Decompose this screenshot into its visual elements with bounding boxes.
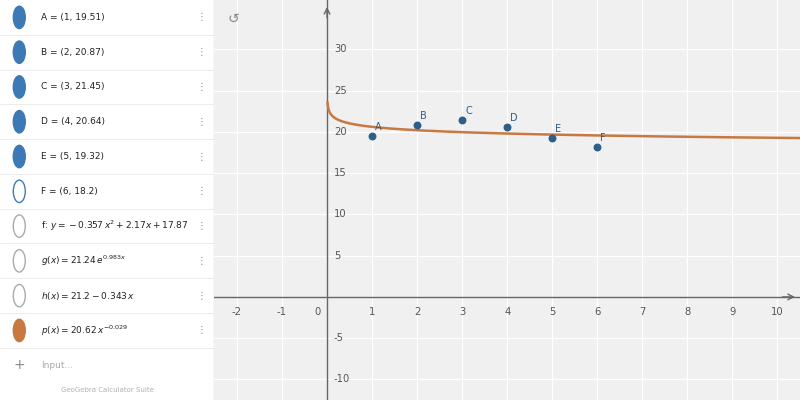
Text: F = (6, 18.2): F = (6, 18.2) [41, 187, 98, 196]
Text: ⋮: ⋮ [197, 326, 206, 336]
Circle shape [14, 145, 26, 168]
Text: ↺: ↺ [228, 12, 239, 26]
Circle shape [14, 110, 26, 133]
Point [546, 134, 558, 141]
Text: 10: 10 [334, 210, 346, 220]
Text: ⋮: ⋮ [197, 117, 206, 127]
Point [366, 133, 378, 139]
Text: ⋮: ⋮ [197, 186, 206, 196]
Text: B = (2, 20.87): B = (2, 20.87) [41, 48, 104, 57]
Text: -10: -10 [334, 374, 350, 384]
Text: ⋮: ⋮ [197, 256, 206, 266]
Text: Input...: Input... [41, 361, 73, 370]
Text: ⋮: ⋮ [197, 152, 206, 162]
Text: +: + [14, 358, 25, 372]
Text: 7: 7 [639, 307, 646, 317]
Circle shape [14, 76, 26, 98]
Text: ⋮: ⋮ [197, 12, 206, 22]
Point [410, 122, 423, 128]
Text: 10: 10 [771, 307, 784, 317]
Text: ⋮: ⋮ [197, 82, 206, 92]
Circle shape [14, 319, 26, 342]
Text: 2: 2 [414, 307, 420, 317]
Text: 25: 25 [334, 86, 346, 96]
Text: C: C [466, 106, 472, 116]
Text: ⋮: ⋮ [197, 221, 206, 231]
Text: 4: 4 [504, 307, 510, 317]
Text: ⋮: ⋮ [197, 291, 206, 301]
Text: F: F [601, 133, 606, 143]
Text: 1: 1 [369, 307, 375, 317]
Text: 5: 5 [334, 251, 340, 261]
Text: 0: 0 [314, 307, 320, 317]
Circle shape [14, 6, 26, 28]
Text: B: B [420, 111, 427, 121]
Point [591, 144, 604, 150]
Text: -2: -2 [232, 307, 242, 317]
Text: GeoGebra Calculator Suite: GeoGebra Calculator Suite [61, 387, 154, 393]
Text: 20: 20 [334, 127, 346, 137]
Text: 5: 5 [549, 307, 555, 317]
Text: $g(x) = 21.24\,e^{0.983x}$: $g(x) = 21.24\,e^{0.983x}$ [41, 254, 126, 268]
Text: -5: -5 [334, 333, 344, 343]
Text: A = (1, 19.51): A = (1, 19.51) [41, 13, 104, 22]
Text: -1: -1 [277, 307, 287, 317]
Text: D: D [510, 113, 518, 123]
Text: 8: 8 [684, 307, 690, 317]
Text: A: A [375, 122, 382, 132]
Text: ⋮: ⋮ [197, 47, 206, 57]
Text: C = (3, 21.45): C = (3, 21.45) [41, 82, 104, 92]
Text: 15: 15 [334, 168, 346, 178]
Point [501, 124, 514, 130]
Text: E = (5, 19.32): E = (5, 19.32) [41, 152, 104, 161]
Text: 3: 3 [459, 307, 466, 317]
Text: 9: 9 [730, 307, 736, 317]
Text: $h(x) = 21.2 - 0.343\,x$: $h(x) = 21.2 - 0.343\,x$ [41, 290, 135, 302]
Point [456, 117, 469, 123]
Circle shape [14, 41, 26, 63]
Text: $p(x) = 20.62\,x^{-0.029}$: $p(x) = 20.62\,x^{-0.029}$ [41, 323, 128, 338]
Text: 30: 30 [334, 44, 346, 54]
Text: D = (4, 20.64): D = (4, 20.64) [41, 117, 105, 126]
Text: 6: 6 [594, 307, 601, 317]
Text: E: E [555, 124, 562, 134]
Text: f: $y = -0.357\,x^2 + 2.17x + 17.87$: f: $y = -0.357\,x^2 + 2.17x + 17.87$ [41, 219, 188, 233]
